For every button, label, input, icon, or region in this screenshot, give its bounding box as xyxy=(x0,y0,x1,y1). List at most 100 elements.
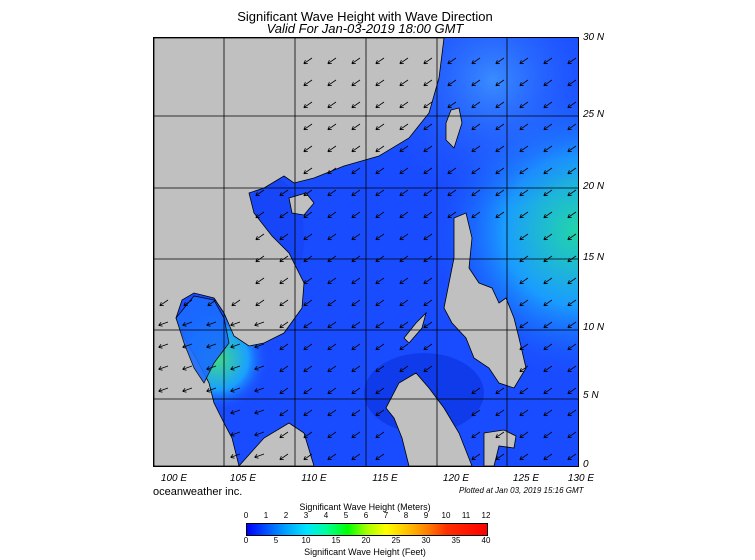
meter-tick: 4 xyxy=(323,511,329,520)
wave-arrow xyxy=(495,409,505,417)
chart-title: Significant Wave Height with Wave Direct… xyxy=(237,9,493,24)
wave-arrow xyxy=(327,79,337,87)
wave-arrow xyxy=(495,211,505,219)
wave-arrow xyxy=(567,365,577,373)
wave-arrow xyxy=(327,189,337,197)
wave-arrow xyxy=(519,409,529,417)
wave-arrow xyxy=(423,299,433,307)
wave-arrow xyxy=(279,387,289,395)
wave-arrow xyxy=(519,101,529,109)
wave-arrow xyxy=(399,299,409,307)
wave-arrow xyxy=(303,365,313,373)
wave-arrow xyxy=(158,387,169,393)
wave-arrow xyxy=(423,343,433,351)
wave-arrow xyxy=(471,409,481,417)
wave-arrow xyxy=(303,101,313,109)
wave-arrow xyxy=(567,167,577,175)
wave-arrow xyxy=(279,453,289,461)
wave-arrow xyxy=(327,145,337,153)
wave-arrow xyxy=(423,167,433,175)
wave-arrow xyxy=(567,123,577,131)
wave-arrow xyxy=(182,343,193,349)
wave-arrow xyxy=(495,101,505,109)
wave-arrow xyxy=(230,365,241,371)
feet-tick: 30 xyxy=(421,536,431,545)
feet-tick: 15 xyxy=(331,536,341,545)
lon-label: 115 E xyxy=(372,473,398,484)
wave-arrow xyxy=(399,145,409,153)
lat-label: 25 N xyxy=(583,109,605,120)
wave-arrow xyxy=(519,57,529,65)
wave-arrow xyxy=(303,321,313,329)
wave-arrow xyxy=(375,343,385,351)
wave-arrow xyxy=(375,431,385,439)
wave-arrow xyxy=(255,255,265,263)
feet-tick: 0 xyxy=(243,536,249,545)
wave-arrow xyxy=(543,365,553,373)
wave-arrow xyxy=(543,189,553,197)
wave-arrow xyxy=(351,453,361,461)
wave-arrow xyxy=(423,321,433,329)
wave-arrow xyxy=(254,343,265,349)
meter-tick: 3 xyxy=(303,511,309,520)
wave-arrow xyxy=(567,145,577,153)
wave-arrow xyxy=(519,211,529,219)
wave-arrow xyxy=(519,343,529,351)
wave-arrow xyxy=(351,145,361,153)
wave-arrow xyxy=(351,277,361,285)
meter-tick: 11 xyxy=(461,511,471,520)
wave-arrow xyxy=(543,167,553,175)
wave-arrow xyxy=(206,365,217,371)
wave-arrow xyxy=(351,299,361,307)
wave-arrow xyxy=(375,321,385,329)
feet-tick: 10 xyxy=(301,536,311,545)
wave-arrow xyxy=(375,123,385,131)
wave-arrow xyxy=(303,57,313,65)
lat-label: 20 N xyxy=(583,181,605,192)
wave-arrow xyxy=(519,453,529,461)
wave-arrow xyxy=(327,123,337,131)
wave-arrow xyxy=(519,167,529,175)
wave-arrow xyxy=(495,387,505,395)
wave-arrow xyxy=(375,255,385,263)
wave-arrow xyxy=(519,387,529,395)
wave-arrow xyxy=(279,277,289,285)
wave-arrow xyxy=(399,79,409,87)
wave-arrow xyxy=(543,387,553,395)
wave-arrow xyxy=(206,387,217,393)
wave-arrow xyxy=(254,409,265,415)
wave-arrow xyxy=(495,431,505,439)
wave-arrow xyxy=(543,321,553,329)
wave-arrow xyxy=(399,167,409,175)
map-area xyxy=(153,37,579,467)
wave-arrow xyxy=(327,453,337,461)
wave-arrow xyxy=(303,431,313,439)
wave-arrow xyxy=(543,255,553,263)
wave-arrow xyxy=(471,211,481,219)
wave-direction-arrows xyxy=(158,57,577,461)
wave-arrow xyxy=(519,299,529,307)
wave-arrow xyxy=(399,211,409,219)
wave-arrow xyxy=(423,277,433,285)
wave-arrow xyxy=(471,57,481,65)
meter-tick: 5 xyxy=(343,511,349,520)
wave-arrow xyxy=(423,233,433,241)
wave-arrow xyxy=(303,387,313,395)
land-palawan xyxy=(403,311,427,344)
wave-arrow xyxy=(279,299,289,307)
wave-arrow xyxy=(495,145,505,153)
meter-tick: 0 xyxy=(243,511,249,520)
wave-arrow xyxy=(495,167,505,175)
wave-arrow xyxy=(327,299,337,307)
wave-arrow xyxy=(567,211,577,219)
wave-arrow xyxy=(327,321,337,329)
wave-arrow xyxy=(543,123,553,131)
meter-tick: 2 xyxy=(283,511,289,520)
lon-label: 125 E xyxy=(512,473,540,484)
wave-arrow xyxy=(327,101,337,109)
wave-arrow xyxy=(327,211,337,219)
wave-arrow xyxy=(423,255,433,263)
wave-arrow xyxy=(255,299,265,307)
wave-arrow xyxy=(375,79,385,87)
wave-arrow xyxy=(471,431,481,439)
